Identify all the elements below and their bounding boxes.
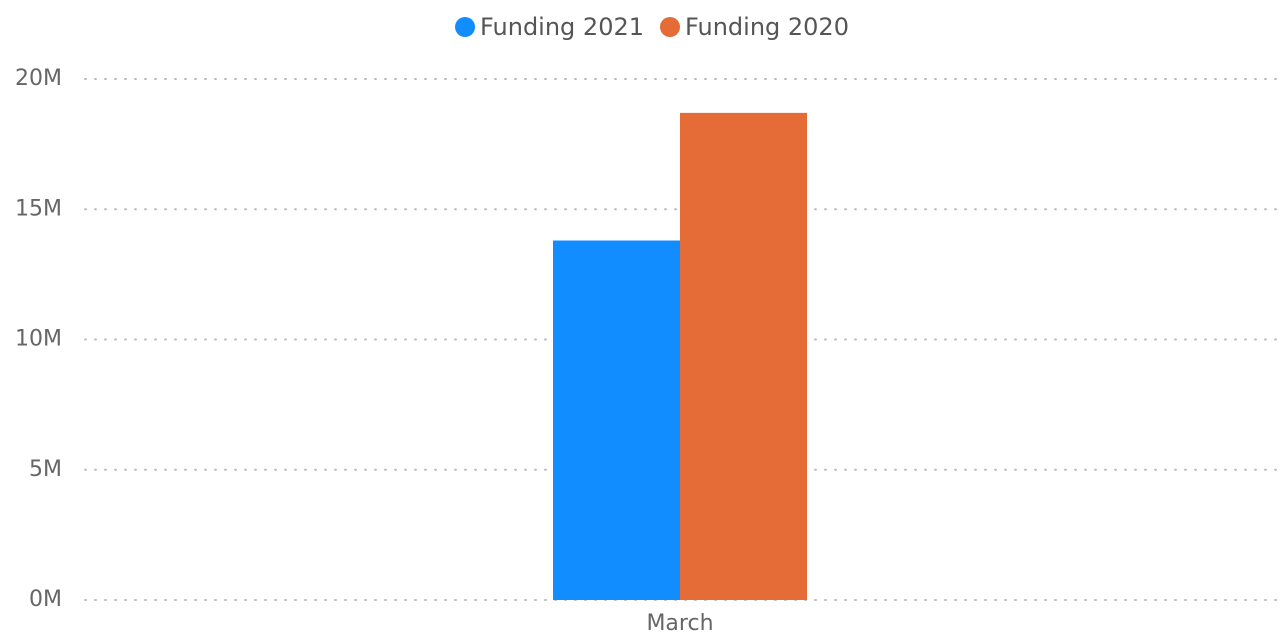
y-tick-label: 0M — [29, 587, 62, 612]
y-tick-label: 5M — [29, 457, 62, 482]
y-tick-label: 10M — [15, 327, 62, 352]
legend-marker — [455, 17, 476, 37]
y-tick-label: 20M — [15, 66, 62, 91]
bar — [553, 240, 680, 600]
legend-label: Funding 2021 — [480, 13, 644, 41]
legend-marker — [660, 17, 680, 37]
x-tick-label: March — [646, 611, 713, 633]
bar — [680, 112, 807, 601]
y-tick-label: 15M — [15, 196, 62, 221]
legend-label: Funding 2020 — [685, 13, 849, 41]
